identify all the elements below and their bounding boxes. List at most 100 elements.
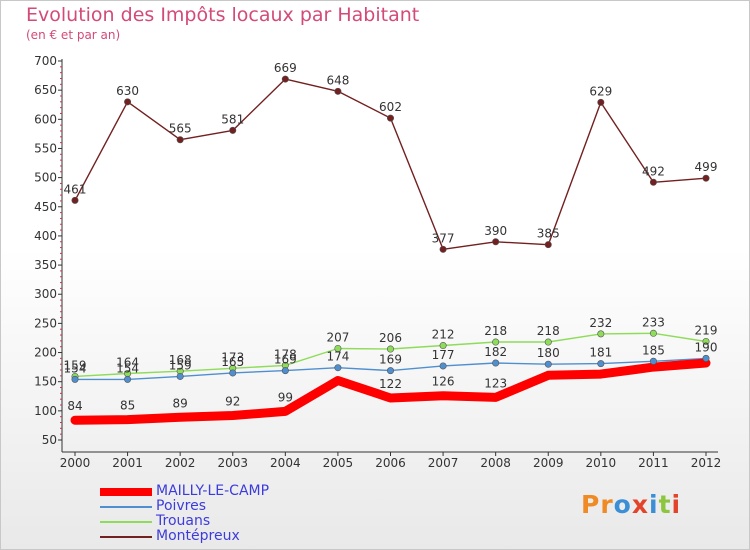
x-tick-label: 2009 [533,456,564,470]
y-tick-label: 500 [34,171,57,185]
x-tick-label: 2000 [60,456,91,470]
data-label: 499 [695,160,718,174]
legend-swatch-montepreux [100,536,152,538]
data-label: 565 [169,122,192,136]
data-point [176,136,184,144]
data-label: 159 [169,358,192,372]
data-point [492,359,500,367]
data-point [124,375,132,383]
x-tick-label: 2002 [165,456,196,470]
x-tick-label: 2011 [638,456,669,470]
data-point [229,126,237,134]
data-label: 377 [432,231,455,245]
data-point [702,337,710,345]
axes: 50 100 150 200 250 300 350 400 450 500 550 600 650 70… [34,54,721,470]
logo-letter: i [671,490,682,519]
data-point [71,375,79,383]
data-point [649,357,657,365]
data-label: 629 [589,84,612,98]
data-point [597,98,605,106]
data-label: 181 [589,346,612,360]
data-label: 180 [537,346,560,360]
data-label: 185 [642,343,665,357]
data-label: 648 [326,73,349,87]
data-point [281,75,289,83]
y-tick-label: 650 [34,83,57,97]
x-tick-label: 2006 [375,456,406,470]
data-label: 177 [432,348,455,362]
legend-swatch-mailly [100,488,152,496]
legend-swatch-trouans [100,521,152,523]
legend-label-mailly: MAILLY-LE-CAMP [156,483,270,499]
data-point [71,196,79,204]
data-label: 390 [484,224,507,238]
data-point [439,342,447,350]
series-points [71,75,710,383]
y-tick-label: 50 [42,433,57,447]
data-label: 461 [64,182,87,196]
data-point [702,354,710,362]
data-label: 85 [120,399,135,413]
y-tick-label: 450 [34,200,57,214]
proxiti-logo: Proxiti [581,490,681,519]
logo-letter: o [613,490,632,519]
y-tick-label: 150 [34,375,57,389]
data-label: 207 [326,330,349,344]
data-label: 385 [537,227,560,241]
y-tick-label: 100 [34,404,57,418]
logo-letter: t [658,490,672,519]
data-label: 219 [695,323,718,337]
y-tick-label: 250 [34,316,57,330]
data-point [334,87,342,95]
data-point [597,360,605,368]
data-point [544,360,552,368]
data-point [386,345,394,353]
data-label: 206 [379,331,402,345]
x-tick-label: 2012 [691,456,722,470]
data-label: 602 [379,100,402,114]
logo-letter: i [649,490,659,519]
x-tick-label: 2001 [112,456,143,470]
data-point [229,369,237,377]
logo-letter: P [581,490,601,519]
y-tick-label: 350 [34,258,57,272]
legend-label-poivres: Poivres [156,498,207,514]
data-labels: 461 630 565 581 669 648 602 377 390 385 629 492 499 1… [64,61,718,413]
x-tick-label: 2010 [586,456,617,470]
data-point [649,178,657,186]
data-label: 126 [432,375,455,389]
y-tick-label: 400 [34,229,57,243]
data-point [439,245,447,253]
x-tick-label: 2008 [480,456,511,470]
chart-subtitle: (en € et par an) [26,28,121,42]
logo-letter: r [600,490,614,519]
data-label: 218 [484,324,507,338]
data-label: 492 [642,164,665,178]
y-tick-label: 600 [34,112,57,126]
data-point [597,330,605,338]
data-label: 178 [274,347,297,361]
data-label: 232 [589,316,612,330]
data-label: 218 [537,324,560,338]
data-label: 174 [326,350,349,364]
data-label: 190 [695,340,718,354]
data-label: 123 [484,376,507,390]
data-label: 173 [221,350,244,364]
x-tick-label: 2005 [323,456,354,470]
data-label: 154 [116,361,139,375]
x-tick-label: 2003 [217,456,248,470]
logo-letter: x [631,490,649,519]
data-label: 169 [379,353,402,367]
legend-label-trouans: Trouans [156,513,211,529]
data-point [386,367,394,375]
data-label: 84 [67,399,82,413]
data-point [176,372,184,380]
y-tick-label: 300 [34,287,57,301]
data-label: 182 [484,345,507,359]
data-point [124,98,132,106]
data-label: 169 [274,353,297,367]
y-tick-label: 200 [34,346,57,360]
x-tick-label: 2004 [270,456,301,470]
data-label: 212 [432,328,455,342]
